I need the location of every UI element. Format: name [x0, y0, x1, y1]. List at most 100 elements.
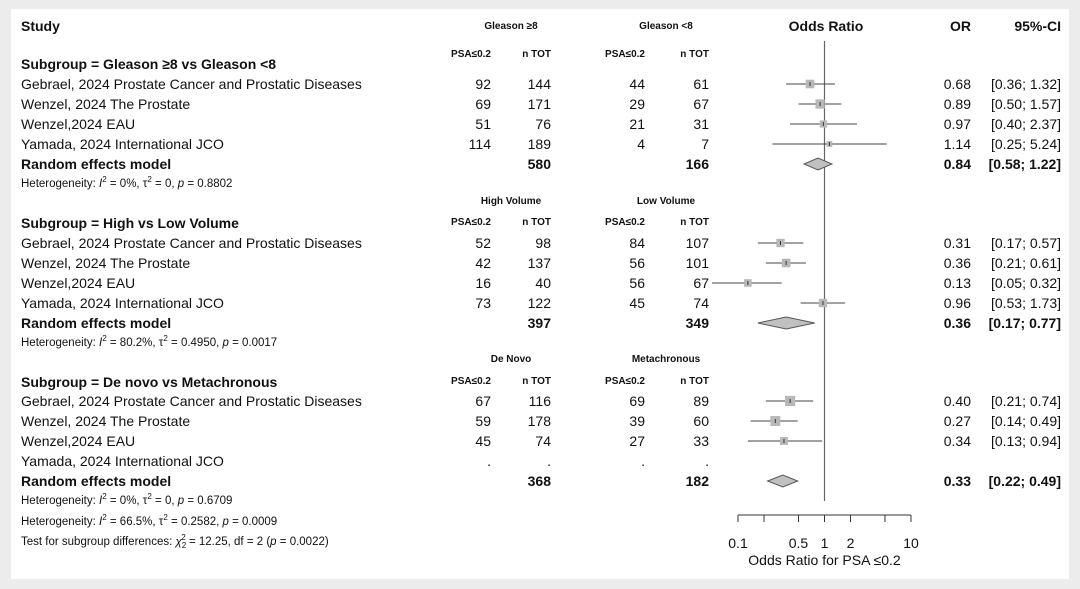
pooled-total-group1: 368	[527, 473, 551, 489]
random-effects-label: Random effects model	[21, 315, 172, 331]
study-name: Yamada, 2024 International JCO	[21, 295, 224, 311]
study-ci: [0.25; 5.24]	[990, 136, 1061, 152]
group2-label: Metachronous	[631, 354, 701, 365]
events-group2: .	[641, 453, 645, 469]
events-group1: 42	[475, 255, 491, 271]
study-name: Wenzel, 2024 The Prostate	[21, 413, 191, 429]
pooled-or: 0.33	[943, 473, 971, 489]
x-tick-label: 2	[847, 535, 855, 551]
ntot-col-header: n TOT	[522, 49, 551, 60]
subgroup-title: Subgroup = De novo vs Metachronous	[21, 374, 278, 390]
ntot-col-header: n TOT	[680, 49, 709, 60]
study-or: 0.13	[943, 275, 971, 291]
events-group1: 69	[475, 96, 491, 112]
events-group1: 73	[475, 295, 491, 311]
total-group2: 74	[693, 295, 709, 311]
total-group1: 137	[527, 255, 551, 271]
or-header: OR	[950, 18, 971, 34]
pooled-total-group1: 580	[527, 156, 551, 172]
study-or: 0.97	[943, 116, 971, 132]
study-ci: [0.05; 0.32]	[990, 275, 1061, 291]
total-group1: 76	[535, 116, 551, 132]
study-ci: [0.53; 1.73]	[990, 295, 1061, 311]
ntot-col-header: n TOT	[522, 376, 551, 387]
subgroup-test-text: Test for subgroup differences: χ22 = 12.…	[21, 533, 329, 551]
study-ci: [0.40; 2.37]	[990, 116, 1061, 132]
pooled-diamond	[766, 474, 800, 488]
psa-col-header: PSA≤0.2	[605, 217, 645, 228]
random-effects-label: Random effects model	[21, 156, 172, 172]
x-tick-label: 0.5	[789, 535, 809, 551]
study-ci: [0.36; 1.32]	[990, 76, 1061, 92]
group2-label: Low Volume	[636, 196, 696, 207]
study-or: 0.36	[943, 255, 971, 271]
pooled-total-group2: 349	[685, 315, 709, 331]
overall-heterogeneity-text: Heterogeneity: I2 = 66.5%, τ2 = 0.2582, …	[21, 513, 278, 528]
events-group1: 16	[475, 275, 491, 291]
study-name: Yamada, 2024 International JCO	[21, 136, 224, 152]
psa-col-header: PSA≤0.2	[451, 49, 491, 60]
study-or: 0.40	[943, 393, 971, 409]
events-group1: 92	[475, 76, 491, 92]
pooled-or: 0.84	[943, 156, 971, 172]
events-group1: 52	[475, 235, 491, 251]
study-or: 0.27	[943, 413, 971, 429]
study-or: 0.96	[943, 295, 971, 311]
random-effects-label: Random effects model	[21, 473, 172, 489]
heterogeneity-text: Heterogeneity: I2 = 0%, τ2 = 0, p = 0.67…	[21, 492, 233, 507]
events-group1: 45	[475, 433, 491, 449]
study-ci: [0.13; 0.94]	[990, 433, 1061, 449]
total-group2: 89	[693, 393, 709, 409]
study-header: Study	[21, 18, 60, 34]
study-ci: [0.50; 1.57]	[990, 96, 1061, 112]
total-group2: 7	[701, 136, 709, 152]
events-group2: 56	[629, 255, 645, 271]
heterogeneity-text: Heterogeneity: I2 = 0%, τ2 = 0, p = 0.88…	[21, 175, 233, 190]
total-group2: 33	[693, 433, 709, 449]
pooled-ci: [0.22; 0.49]	[988, 473, 1061, 489]
study-or: 1.14	[943, 136, 971, 152]
ci-header: 95%-CI	[1014, 18, 1061, 34]
x-tick-label: 10	[903, 535, 919, 551]
total-group1: 98	[535, 235, 551, 251]
study-name: Wenzel, 2024 The Prostate	[21, 96, 191, 112]
study-name: Gebrael, 2024 Prostate Cancer and Prosta…	[21, 235, 362, 251]
total-group1: 171	[527, 96, 551, 112]
total-group1: 40	[535, 275, 551, 291]
pooled-total-group2: 182	[685, 473, 709, 489]
events-group1: .	[487, 453, 491, 469]
psa-col-header: PSA≤0.2	[451, 376, 491, 387]
events-group2: 39	[629, 413, 645, 429]
study-ci: [0.21; 0.61]	[990, 255, 1061, 271]
total-group2: 61	[693, 76, 709, 92]
x-axis-label: Odds Ratio for PSA ≤0.2	[748, 552, 901, 568]
ntot-col-header: n TOT	[680, 217, 709, 228]
study-name: Gebrael, 2024 Prostate Cancer and Prosta…	[21, 76, 362, 92]
psa-col-header: PSA≤0.2	[605, 376, 645, 387]
x-tick-label: 1	[821, 535, 829, 551]
total-group2: 60	[693, 413, 709, 429]
study-ci: [0.14; 0.49]	[990, 413, 1061, 429]
forest-plot-panel: Study Odds Ratio OR 95%-CI Gleason ≥8 Gleason…	[11, 9, 1069, 579]
study-ci: [0.17; 0.57]	[990, 235, 1061, 251]
group2-label: Gleason <8	[639, 21, 693, 32]
study-or: 0.31	[943, 235, 971, 251]
events-group2: 44	[629, 76, 645, 92]
total-group1: 144	[527, 76, 551, 92]
ntot-col-header: n TOT	[522, 217, 551, 228]
group1-label: Gleason ≥8	[484, 21, 538, 32]
ntot-col-header: n TOT	[680, 376, 709, 387]
group1-label: High Volume	[480, 196, 542, 207]
events-group1: 67	[475, 393, 491, 409]
psa-col-header: PSA≤0.2	[605, 49, 645, 60]
total-group2: 101	[685, 255, 709, 271]
psa-col-header: PSA≤0.2	[451, 217, 491, 228]
study-name: Yamada, 2024 International JCO	[21, 453, 224, 469]
study-or: 0.68	[943, 76, 971, 92]
study-or: 0.89	[943, 96, 971, 112]
total-group1: 122	[527, 295, 551, 311]
total-group1: 74	[535, 433, 551, 449]
study-or: 0.34	[943, 433, 971, 449]
pooled-ci: [0.17; 0.77]	[988, 315, 1061, 331]
pooled-total-group2: 166	[685, 156, 709, 172]
